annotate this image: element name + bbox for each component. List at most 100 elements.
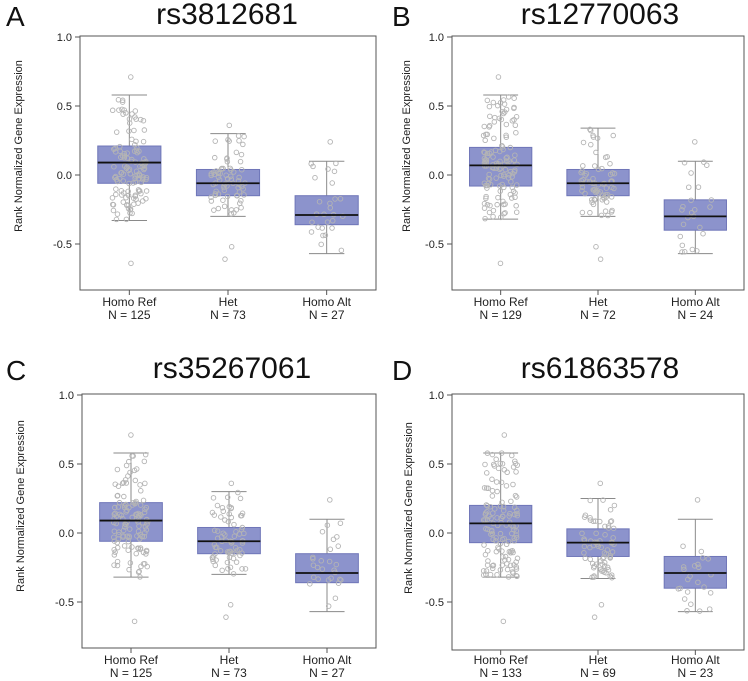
data-point bbox=[312, 174, 318, 181]
data-point bbox=[212, 544, 219, 551]
data-point bbox=[129, 502, 136, 508]
y-tick-label: 0.5 bbox=[429, 101, 444, 113]
data-point bbox=[132, 193, 138, 200]
data-point bbox=[242, 566, 249, 572]
data-point bbox=[487, 202, 493, 209]
data-point bbox=[493, 548, 500, 555]
data-point bbox=[587, 515, 593, 521]
data-point bbox=[118, 188, 125, 194]
data-point bbox=[688, 170, 694, 176]
data-point bbox=[119, 106, 125, 113]
data-point bbox=[600, 497, 606, 503]
panel-a: A rs3812681 Rank Normalized Gene Express… bbox=[6, 0, 377, 322]
data-point bbox=[490, 461, 497, 468]
data-point bbox=[608, 209, 615, 215]
data-point bbox=[590, 132, 596, 139]
data-point bbox=[143, 158, 149, 165]
data-point bbox=[509, 173, 515, 180]
data-point bbox=[219, 504, 226, 511]
data-point bbox=[607, 506, 614, 513]
outlier-point bbox=[495, 74, 502, 80]
data-point bbox=[327, 546, 334, 553]
data-point bbox=[326, 558, 333, 565]
data-point bbox=[495, 194, 501, 201]
y-tick-label: 0.0 bbox=[59, 528, 74, 540]
data-point bbox=[483, 571, 489, 577]
data-point bbox=[679, 249, 685, 255]
sample-count-label: N = 73 bbox=[211, 666, 247, 680]
data-point bbox=[699, 555, 706, 561]
data-point bbox=[484, 131, 490, 138]
data-point bbox=[684, 608, 690, 614]
box-homo-ref bbox=[469, 432, 533, 625]
data-point bbox=[209, 554, 216, 561]
data-point bbox=[139, 533, 145, 540]
data-point bbox=[212, 551, 218, 557]
data-point bbox=[481, 485, 488, 491]
data-point bbox=[483, 195, 489, 202]
data-point bbox=[143, 195, 149, 202]
data-point bbox=[495, 465, 502, 472]
data-point bbox=[484, 201, 491, 208]
data-point bbox=[481, 149, 487, 155]
data-point bbox=[131, 127, 137, 134]
data-point bbox=[327, 200, 333, 207]
data-point bbox=[487, 113, 493, 120]
data-point bbox=[685, 214, 691, 221]
data-point bbox=[493, 538, 499, 544]
data-point bbox=[121, 155, 128, 161]
data-point bbox=[583, 171, 590, 177]
data-point bbox=[514, 182, 520, 188]
data-point bbox=[135, 569, 142, 575]
data-point bbox=[503, 483, 510, 489]
data-point bbox=[582, 555, 588, 562]
data-point bbox=[138, 179, 145, 186]
data-point bbox=[325, 603, 332, 609]
data-point bbox=[226, 554, 233, 561]
data-point bbox=[126, 180, 132, 187]
data-point bbox=[218, 514, 224, 520]
data-point bbox=[331, 168, 338, 175]
data-point bbox=[500, 110, 507, 117]
data-point bbox=[607, 573, 613, 580]
data-point bbox=[124, 533, 130, 539]
data-point bbox=[340, 213, 346, 219]
data-point bbox=[501, 171, 507, 178]
data-point bbox=[511, 157, 518, 163]
data-point bbox=[489, 528, 495, 535]
outlier-point bbox=[223, 614, 229, 620]
data-point bbox=[514, 510, 520, 517]
box-iqr bbox=[97, 145, 162, 184]
y-tick-label: 1.0 bbox=[59, 390, 74, 402]
data-point bbox=[319, 225, 325, 231]
outlier-point bbox=[226, 122, 233, 129]
data-point bbox=[586, 179, 593, 185]
data-point bbox=[511, 169, 518, 175]
data-point bbox=[597, 518, 603, 525]
data-point bbox=[121, 150, 128, 157]
outlier-point bbox=[593, 244, 599, 250]
data-point bbox=[591, 196, 598, 202]
data-point bbox=[509, 452, 515, 459]
panel-c: C rs35267061 Rank Normalized Gene Expres… bbox=[6, 352, 377, 680]
data-point bbox=[141, 127, 148, 133]
data-point bbox=[485, 558, 491, 564]
data-point bbox=[507, 144, 514, 151]
data-point bbox=[114, 492, 121, 499]
data-point bbox=[490, 154, 496, 160]
data-point bbox=[601, 195, 607, 202]
data-point bbox=[688, 209, 695, 216]
outlier-point bbox=[501, 432, 508, 438]
data-point bbox=[512, 122, 519, 129]
sample-count-label: N = 69 bbox=[580, 666, 616, 680]
data-point bbox=[603, 199, 610, 205]
data-point bbox=[337, 576, 343, 583]
data-point bbox=[490, 99, 497, 106]
data-point bbox=[222, 532, 228, 538]
data-point bbox=[500, 503, 507, 510]
data-point bbox=[484, 508, 490, 515]
data-point bbox=[230, 571, 237, 577]
data-point bbox=[510, 481, 516, 488]
data-point bbox=[503, 134, 510, 140]
data-point bbox=[593, 530, 599, 537]
